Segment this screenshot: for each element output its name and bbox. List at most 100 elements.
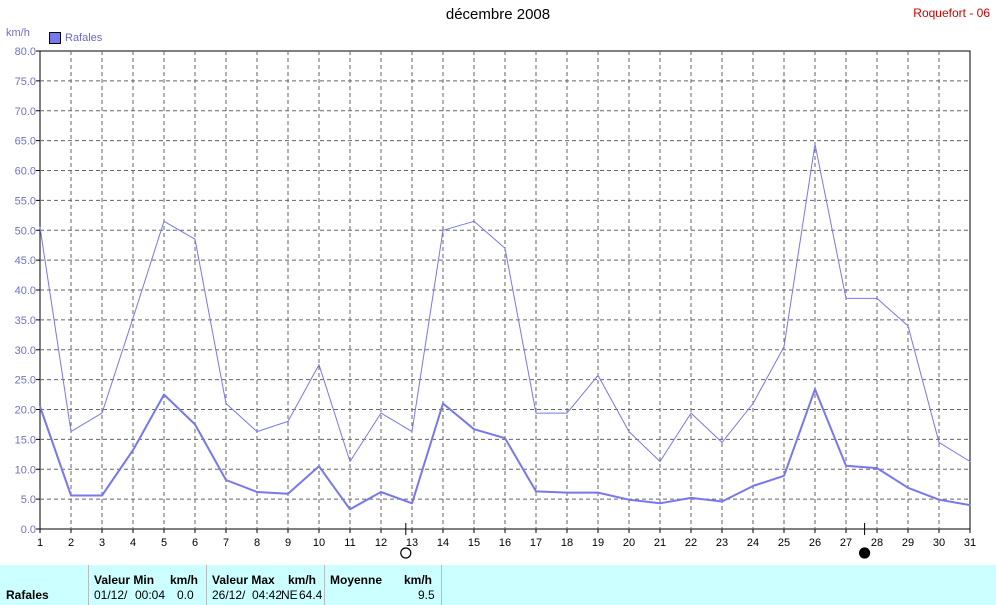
data-point-max xyxy=(845,297,847,299)
x-tick-label: 8 xyxy=(254,537,260,549)
y-tick-label: 25.0 xyxy=(15,375,36,387)
data-point-mean xyxy=(535,490,537,492)
x-tick-label: 3 xyxy=(99,537,105,549)
chart: 0.0 5.0 10.0 15.0 20.0 25.0 30.0 35.0 40.0 45.0 50… xyxy=(15,46,976,559)
data-point-mean xyxy=(318,465,320,467)
x-tick-label: 19 xyxy=(592,537,604,549)
data-point-mean xyxy=(163,394,165,396)
y-tick-label: 15.0 xyxy=(15,434,36,446)
x-tick-label: 12 xyxy=(375,537,387,549)
data-point-max xyxy=(411,431,413,433)
x-tick-label: 9 xyxy=(285,537,291,549)
data-point-max xyxy=(39,226,41,228)
data-point-max xyxy=(442,229,444,231)
x-tick-label: 16 xyxy=(499,537,511,549)
data-point-mean xyxy=(70,495,72,497)
data-point-max xyxy=(380,412,382,414)
max-unit: km/h xyxy=(288,573,317,587)
data-point-mean xyxy=(659,502,661,504)
data-point-max xyxy=(597,374,599,376)
data-point-max xyxy=(163,220,165,222)
data-point-mean xyxy=(938,499,940,501)
y-tick-label: 20.0 xyxy=(15,405,36,417)
x-tick-label: 20 xyxy=(623,537,635,549)
data-point-max xyxy=(690,412,692,414)
data-point-mean xyxy=(566,492,568,494)
max-date: 26/12/ xyxy=(212,588,246,602)
data-point-mean xyxy=(256,491,258,493)
data-point-max xyxy=(473,220,475,222)
data-point-max xyxy=(504,247,506,249)
y-tick-label: 55.0 xyxy=(15,195,36,207)
data-point-max xyxy=(969,460,971,462)
data-point-mean xyxy=(907,487,909,489)
data-point-mean xyxy=(597,492,599,494)
data-point-max xyxy=(659,460,661,462)
x-tick-label: 22 xyxy=(685,537,697,549)
max-time: 04:42 xyxy=(252,588,283,602)
y-tick-label: 50.0 xyxy=(15,225,36,237)
data-point-mean xyxy=(442,403,444,405)
station-name: Roquefort - 06 xyxy=(913,6,990,20)
x-tick-label: 29 xyxy=(902,537,914,549)
x-tick-label: 26 xyxy=(809,537,821,549)
x-tick-label: 15 xyxy=(468,537,480,549)
x-tick-label: 28 xyxy=(871,537,883,549)
x-tick-label: 30 xyxy=(933,537,945,549)
data-point-mean xyxy=(225,479,227,481)
data-point-mean xyxy=(876,467,878,469)
legend-label: Rafales xyxy=(65,32,103,44)
mean-unit: km/h xyxy=(404,573,433,587)
y-tick-label: 75.0 xyxy=(15,76,36,88)
max-header: Valeur Max xyxy=(212,573,275,587)
summary-label-cell: Rafales xyxy=(0,565,89,605)
x-tick-label: 17 xyxy=(530,537,542,549)
mean-header: Moyenne xyxy=(330,573,383,587)
data-point-max xyxy=(194,238,196,240)
data-point-max xyxy=(349,460,351,462)
data-point-max xyxy=(70,431,72,433)
data-point-max xyxy=(752,403,754,405)
y-axis-unit: km/h xyxy=(6,27,30,39)
data-point-mean xyxy=(132,449,134,451)
x-tick-label: 27 xyxy=(840,537,852,549)
data-point-max xyxy=(628,431,630,433)
data-point-mean xyxy=(783,475,785,477)
summary-row-label: Rafales xyxy=(6,588,49,602)
data-point-max xyxy=(256,431,258,433)
data-point-mean xyxy=(411,502,413,504)
max-value: 64.4 xyxy=(299,588,323,602)
legend: Rafales xyxy=(49,32,102,44)
y-tick-label: 80.0 xyxy=(15,46,36,58)
x-tick-label: 31 xyxy=(964,537,976,549)
data-point-mean xyxy=(814,388,816,390)
y-tick-label: 60.0 xyxy=(15,166,36,178)
data-point-max xyxy=(225,403,227,405)
legend-swatch xyxy=(49,32,61,44)
data-point-max xyxy=(287,420,289,422)
data-point-mean xyxy=(39,406,41,408)
data-point-mean xyxy=(287,493,289,495)
x-tick-label: 4 xyxy=(130,537,136,549)
y-tick-label: 30.0 xyxy=(15,345,36,357)
y-tick-label: 0.0 xyxy=(21,524,36,536)
data-point-max xyxy=(721,441,723,443)
min-value: 0.0 xyxy=(177,588,194,602)
summary-mean-cell: Moyenne km/h 9.5 xyxy=(324,565,442,605)
summary-panel: Rafales Valeur Min km/h 01/12/ 00:04 0.0… xyxy=(0,565,996,605)
x-tick-label: 11 xyxy=(344,537,355,549)
min-date: 01/12/ xyxy=(94,588,128,602)
summary-min-cell: Valeur Min km/h 01/12/ 00:04 0.0 xyxy=(88,565,207,605)
data-point-max xyxy=(783,346,785,348)
y-tick-label: 35.0 xyxy=(15,315,36,327)
data-point-max xyxy=(907,325,909,327)
data-point-mean xyxy=(690,497,692,499)
data-point-max xyxy=(101,412,103,414)
x-tick-label: 6 xyxy=(192,537,198,549)
x-tick-label: 14 xyxy=(437,537,449,549)
data-point-mean xyxy=(628,499,630,501)
moon-phase-new-icon xyxy=(858,547,871,559)
summary-max-cell: Valeur Max km/h 26/12/ 04:42 NE 64.4 xyxy=(206,565,325,605)
data-point-mean xyxy=(349,508,351,510)
x-tick-label: 23 xyxy=(716,537,728,549)
